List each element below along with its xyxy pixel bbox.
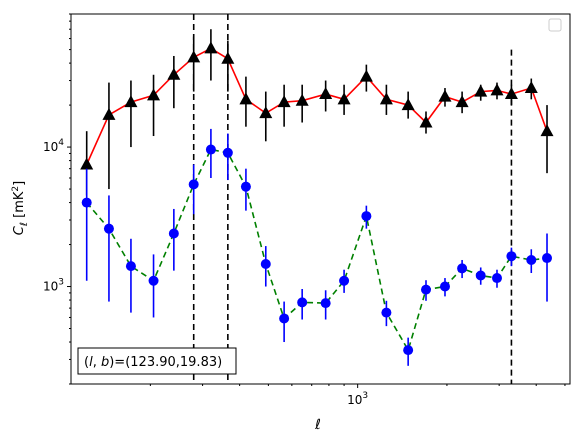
data-point-circle	[148, 275, 159, 286]
y-axis-label: Cℓ [mK2]	[11, 181, 30, 235]
data-point-triangle	[540, 124, 554, 137]
coordinate-annotation: (l, b)=(123.90,19.83)	[77, 347, 237, 375]
data-point-circle	[279, 313, 290, 324]
data-point-circle	[103, 223, 114, 234]
y-tick-label: 103	[43, 278, 64, 294]
data-point-triangle	[401, 98, 415, 111]
data-point-triangle	[524, 81, 538, 94]
data-point-circle	[381, 307, 392, 318]
y-tick-label: 104	[43, 138, 64, 154]
data-point-triangle	[80, 157, 94, 170]
data-point-circle	[506, 251, 517, 262]
data-point-triangle	[455, 95, 469, 108]
legend	[548, 18, 562, 32]
annotation-box	[77, 347, 237, 375]
data-point-circle	[125, 261, 136, 272]
data-point-circle	[339, 275, 350, 286]
data-point-triangle	[438, 89, 452, 102]
annotation-text: (l, b)=(123.90,19.83)	[84, 355, 222, 370]
data-point-triangle	[504, 87, 518, 100]
x-axis-label: ℓ	[314, 417, 321, 433]
plot-area	[80, 14, 554, 384]
data-point-circle	[361, 211, 372, 222]
data-point-triangle	[474, 84, 488, 97]
data-point-circle	[542, 253, 553, 264]
data-point-triangle	[124, 95, 138, 108]
data-point-triangle	[259, 106, 273, 119]
data-point-triangle	[359, 69, 373, 82]
legend-box	[548, 18, 562, 32]
data-point-circle	[475, 270, 486, 281]
data-point-triangle	[204, 41, 218, 54]
data-point-triangle	[490, 83, 504, 96]
data-point-circle	[526, 254, 537, 265]
data-point-circle	[260, 259, 271, 270]
data-point-circle	[491, 273, 502, 284]
data-point-circle	[439, 281, 450, 292]
data-point-circle	[240, 181, 251, 192]
data-point-triangle	[295, 93, 309, 106]
data-point-circle	[81, 197, 92, 208]
data-point-circle	[320, 298, 331, 309]
axes-frame	[70, 13, 571, 385]
data-point-triangle	[102, 107, 116, 120]
axis-ticks: 103 104 103	[43, 13, 566, 407]
data-point-triangle	[419, 115, 433, 128]
data-point-triangle	[379, 92, 393, 105]
data-point-circle	[168, 228, 179, 239]
data-point-circle	[188, 179, 199, 190]
data-point-triangle	[187, 50, 201, 63]
data-point-circle	[457, 263, 468, 274]
data-point-circle	[297, 297, 308, 308]
data-point-triangle	[239, 92, 253, 105]
data-point-triangle	[147, 88, 161, 101]
data-point-triangle	[167, 67, 181, 80]
data-point-triangle	[277, 95, 291, 108]
data-point-circle	[420, 284, 431, 295]
data-point-triangle	[221, 51, 235, 64]
data-point-circle	[403, 345, 414, 356]
data-point-circle	[222, 147, 233, 158]
data-point-circle	[205, 144, 216, 155]
data-point-triangle	[319, 87, 333, 100]
data-point-triangle	[337, 92, 351, 105]
series-1	[80, 29, 554, 196]
series-2	[81, 128, 553, 366]
x-tick-label: 103	[347, 391, 368, 407]
series-layer	[80, 29, 554, 366]
